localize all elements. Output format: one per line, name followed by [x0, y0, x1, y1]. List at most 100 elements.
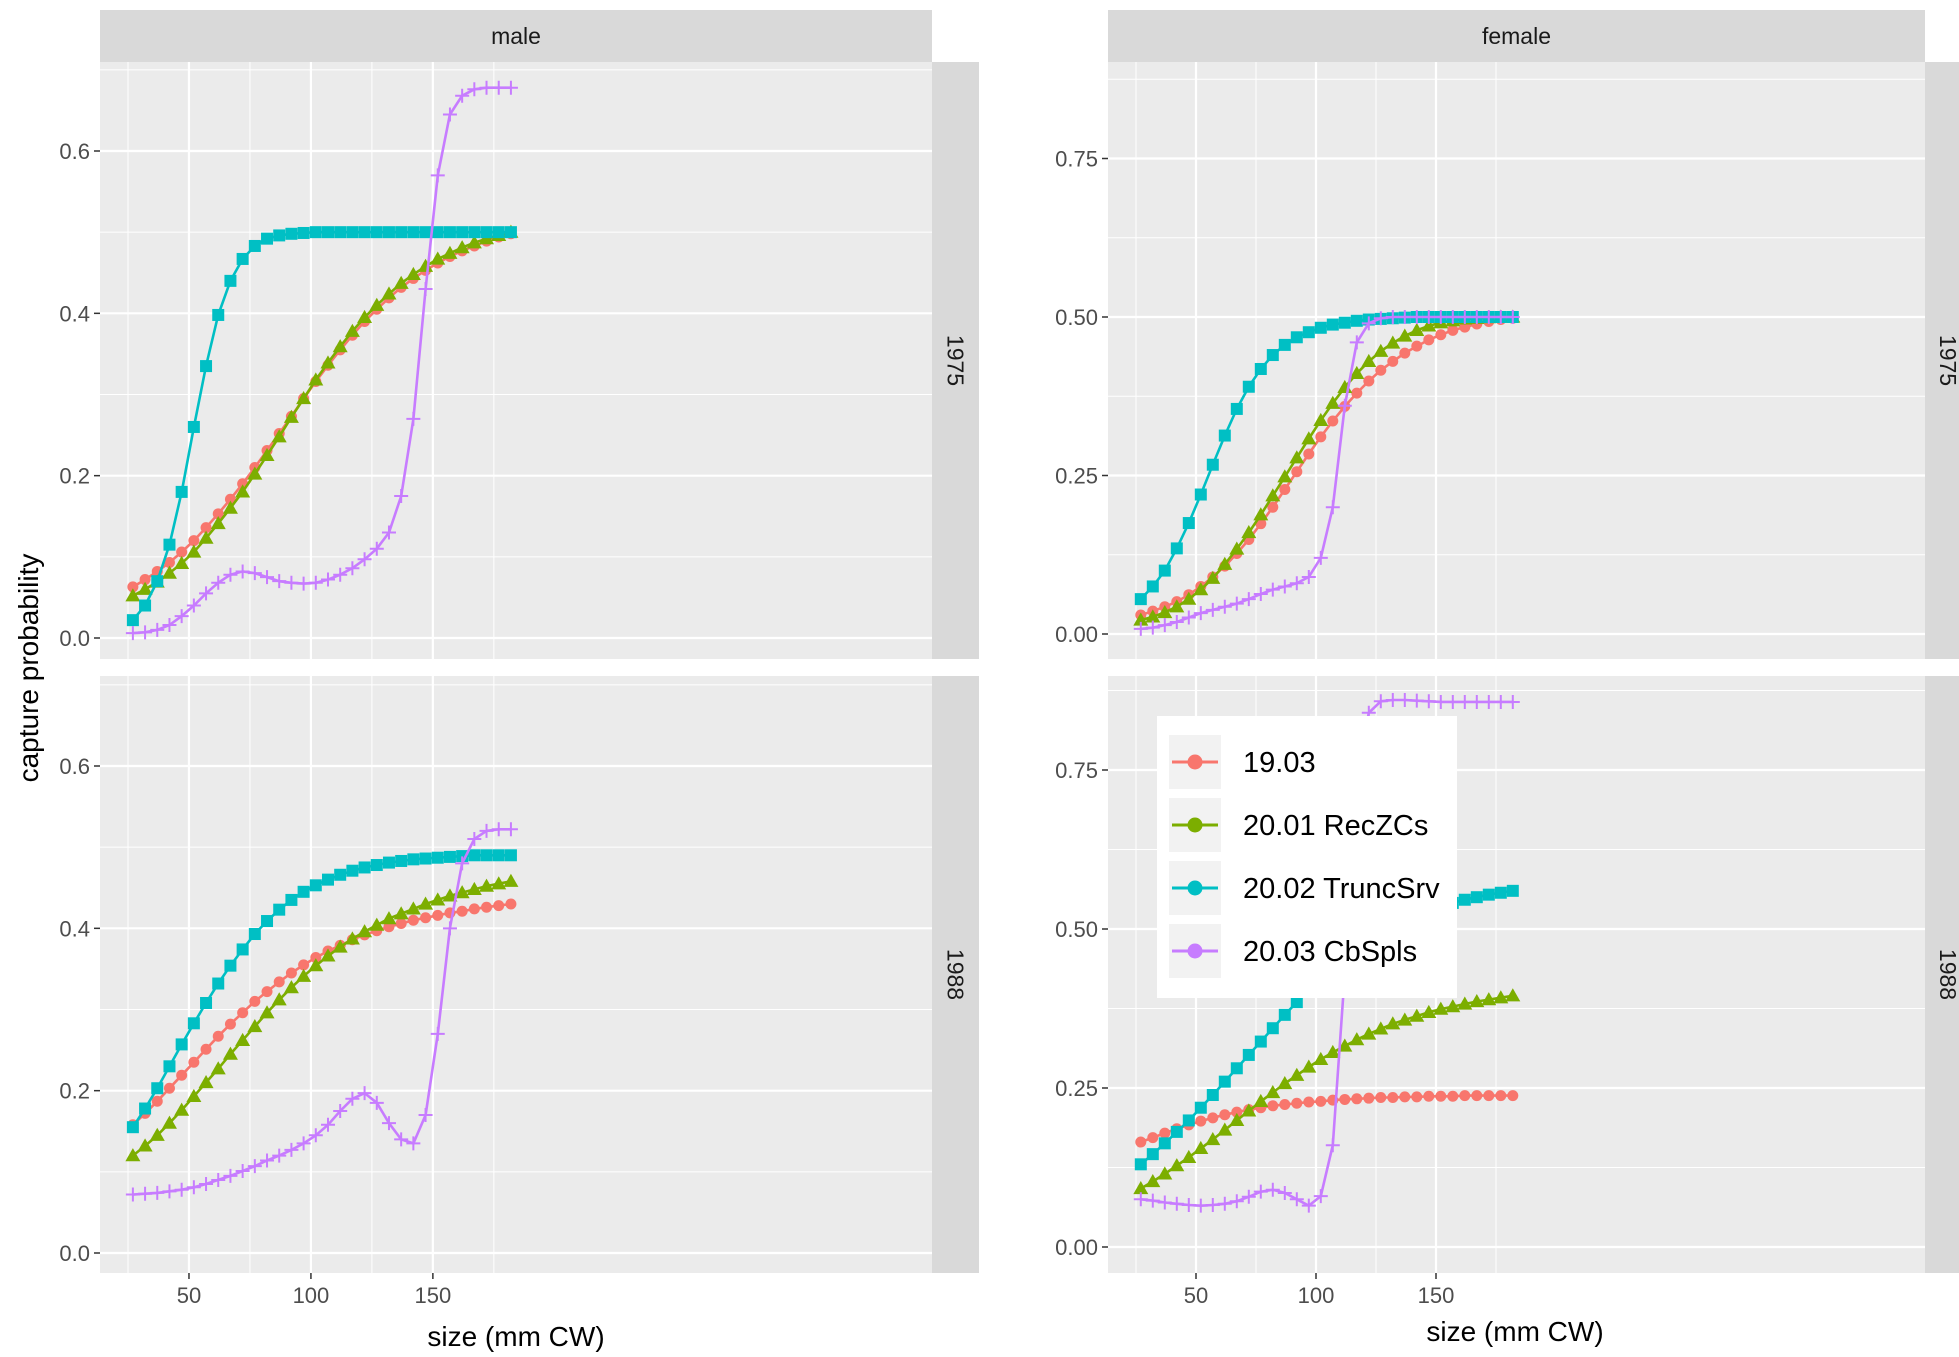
data-point — [1291, 1097, 1303, 1109]
legend-label: 20.02 TruncSrv — [1243, 873, 1440, 905]
row-strip-label: 1988 — [943, 949, 969, 1000]
data-point — [1505, 310, 1520, 324]
data-point — [505, 898, 517, 910]
data-point — [151, 575, 164, 588]
data-point — [162, 1184, 177, 1199]
data-point — [149, 1127, 165, 1141]
data-point — [405, 266, 421, 280]
data-point — [1361, 1026, 1377, 1040]
data-point — [503, 822, 518, 837]
data-point — [1481, 694, 1496, 709]
data-point — [1457, 996, 1473, 1010]
data-point — [1397, 328, 1413, 342]
data-point — [273, 229, 286, 242]
data-point — [308, 575, 323, 590]
data-point — [418, 896, 434, 910]
data-point — [357, 309, 373, 324]
data-point — [248, 239, 261, 252]
data-point — [454, 240, 470, 254]
series-20-02-truncsrv — [126, 226, 517, 627]
data-point — [163, 538, 176, 551]
data-point — [1254, 1035, 1267, 1048]
data-point — [1411, 340, 1423, 352]
data-point — [1373, 311, 1388, 326]
data-point — [310, 952, 322, 964]
data-point — [1433, 1001, 1449, 1015]
data-point — [296, 391, 312, 405]
data-point — [466, 881, 482, 895]
data-point — [1409, 310, 1424, 324]
data-point — [176, 546, 188, 558]
y-tick-label: 0.2 — [59, 464, 90, 489]
series-20-03-cbspls — [1133, 693, 1520, 1213]
y-tick-label: 0.0 — [59, 1241, 90, 1266]
data-point — [212, 308, 225, 321]
data-point — [430, 168, 445, 183]
panel-male-1988 — [100, 676, 932, 1273]
data-point — [1266, 349, 1279, 362]
legend-label: 20.01 RecZCs — [1243, 810, 1428, 842]
data-point — [1241, 1103, 1257, 1117]
legend-label: 20.03 CbSpls — [1243, 936, 1417, 968]
data-point — [479, 80, 494, 95]
data-point — [1494, 886, 1507, 899]
data-point — [162, 618, 177, 633]
data-point — [1433, 310, 1448, 324]
data-point — [1313, 550, 1328, 565]
data-point — [224, 493, 236, 505]
data-point — [260, 570, 275, 585]
data-point — [1313, 1189, 1328, 1204]
data-point — [188, 1056, 200, 1068]
data-point — [1230, 1062, 1243, 1075]
data-point — [395, 854, 408, 867]
data-point — [1277, 1076, 1293, 1090]
y-tick-label: 0.25 — [1055, 1076, 1098, 1101]
data-point — [1241, 592, 1256, 607]
data-point — [493, 900, 505, 912]
data-point — [1350, 314, 1363, 327]
data-point — [1182, 1114, 1195, 1127]
data-point — [1447, 324, 1459, 336]
data-point — [1278, 338, 1291, 351]
data-point — [406, 411, 421, 426]
data-point — [503, 80, 518, 95]
data-point — [1325, 500, 1340, 515]
data-point — [176, 1069, 188, 1081]
row-strip — [932, 676, 979, 1273]
data-point — [381, 911, 397, 925]
data-point — [126, 614, 139, 627]
data-point — [261, 986, 273, 998]
data-point — [358, 861, 371, 874]
data-point — [1206, 1088, 1219, 1101]
data-point — [1169, 614, 1184, 629]
data-point — [1493, 694, 1508, 709]
column-strip-label: female — [1482, 23, 1551, 49]
data-point — [309, 879, 322, 892]
legend-key-point — [1187, 943, 1203, 959]
data-point — [430, 251, 446, 265]
data-point — [492, 226, 505, 239]
data-point — [1409, 322, 1425, 336]
data-point — [222, 500, 238, 514]
panel-male-1975 — [100, 62, 932, 659]
data-point — [504, 849, 517, 862]
data-point — [283, 980, 299, 994]
data-point — [235, 1032, 251, 1046]
y-tick-label: 0.50 — [1055, 917, 1098, 942]
data-point — [431, 851, 444, 864]
data-point — [1505, 988, 1521, 1002]
data-point — [200, 360, 213, 373]
data-point — [1207, 1112, 1219, 1124]
data-point — [1337, 398, 1352, 413]
data-point — [1421, 1004, 1437, 1018]
data-point — [1409, 1008, 1425, 1022]
data-point — [419, 852, 432, 865]
data-point — [1231, 1106, 1243, 1118]
data-point — [346, 864, 359, 877]
data-point — [138, 1186, 153, 1201]
data-point — [235, 564, 250, 579]
data-point — [1471, 1090, 1483, 1102]
data-point — [223, 1168, 238, 1183]
data-point — [296, 1136, 311, 1151]
